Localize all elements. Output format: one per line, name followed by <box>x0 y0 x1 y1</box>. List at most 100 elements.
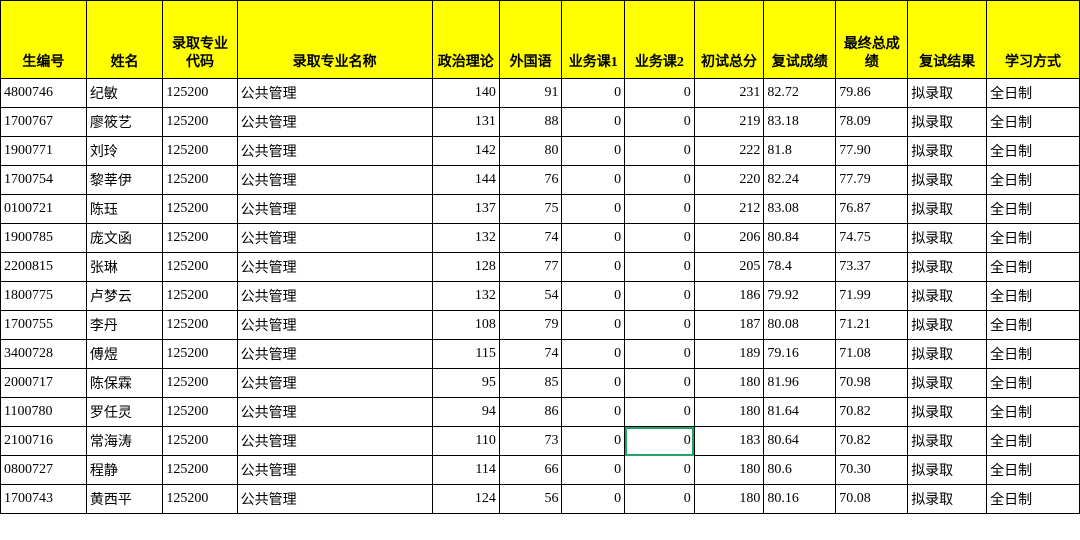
cell-major[interactable]: 公共管理 <box>237 166 432 195</box>
cell-b1[interactable]: 0 <box>562 369 625 398</box>
cell-b1[interactable]: 0 <box>562 398 625 427</box>
cell-init[interactable]: 231 <box>694 79 764 108</box>
cell-major[interactable]: 公共管理 <box>237 137 432 166</box>
cell-name[interactable]: 张琳 <box>86 253 163 282</box>
cell-b2[interactable]: 0 <box>625 166 695 195</box>
cell-init[interactable]: 219 <box>694 108 764 137</box>
cell-mode[interactable]: 全日制 <box>987 485 1080 514</box>
cell-b2[interactable]: 0 <box>625 456 695 485</box>
cell-b1[interactable]: 0 <box>562 485 625 514</box>
cell-ret[interactable]: 80.84 <box>764 224 836 253</box>
cell-final[interactable]: 77.79 <box>836 166 908 195</box>
cell-mode[interactable]: 全日制 <box>987 224 1080 253</box>
cell-b2[interactable]: 0 <box>625 340 695 369</box>
cell-b2[interactable]: 0 <box>625 108 695 137</box>
cell-id[interactable]: 1900771 <box>1 137 87 166</box>
cell-id[interactable]: 1700767 <box>1 108 87 137</box>
cell-major[interactable]: 公共管理 <box>237 253 432 282</box>
cell-major[interactable]: 公共管理 <box>237 108 432 137</box>
cell-for[interactable]: 86 <box>499 398 562 427</box>
cell-mode[interactable]: 全日制 <box>987 369 1080 398</box>
cell-final[interactable]: 70.98 <box>836 369 908 398</box>
cell-ret[interactable]: 79.16 <box>764 340 836 369</box>
cell-name[interactable]: 卢梦云 <box>86 282 163 311</box>
cell-result[interactable]: 拟录取 <box>908 253 987 282</box>
cell-result[interactable]: 拟录取 <box>908 340 987 369</box>
cell-id[interactable]: 1900785 <box>1 224 87 253</box>
cell-code[interactable]: 125200 <box>163 485 237 514</box>
cell-id[interactable]: 2100716 <box>1 427 87 456</box>
cell-id[interactable]: 1800775 <box>1 282 87 311</box>
cell-major[interactable]: 公共管理 <box>237 398 432 427</box>
cell-final[interactable]: 70.30 <box>836 456 908 485</box>
cell-ret[interactable]: 82.24 <box>764 166 836 195</box>
cell-b1[interactable]: 0 <box>562 340 625 369</box>
cell-mode[interactable]: 全日制 <box>987 79 1080 108</box>
cell-mode[interactable]: 全日制 <box>987 108 1080 137</box>
cell-ret[interactable]: 80.6 <box>764 456 836 485</box>
cell-id[interactable]: 2000717 <box>1 369 87 398</box>
cell-id[interactable]: 2200815 <box>1 253 87 282</box>
cell-b1[interactable]: 0 <box>562 427 625 456</box>
cell-name[interactable]: 常海涛 <box>86 427 163 456</box>
cell-major[interactable]: 公共管理 <box>237 485 432 514</box>
cell-b1[interactable]: 0 <box>562 79 625 108</box>
cell-ret[interactable]: 78.4 <box>764 253 836 282</box>
cell-for[interactable]: 77 <box>499 253 562 282</box>
cell-id[interactable]: 4800746 <box>1 79 87 108</box>
cell-for[interactable]: 91 <box>499 79 562 108</box>
cell-for[interactable]: 85 <box>499 369 562 398</box>
cell-code[interactable]: 125200 <box>163 369 237 398</box>
cell-code[interactable]: 125200 <box>163 79 237 108</box>
cell-b2[interactable]: 0 <box>625 485 695 514</box>
cell-id[interactable]: 0800727 <box>1 456 87 485</box>
cell-b1[interactable]: 0 <box>562 224 625 253</box>
cell-major[interactable]: 公共管理 <box>237 79 432 108</box>
cell-result[interactable]: 拟录取 <box>908 456 987 485</box>
cell-name[interactable]: 黎莘伊 <box>86 166 163 195</box>
cell-ret[interactable]: 81.96 <box>764 369 836 398</box>
cell-b1[interactable]: 0 <box>562 282 625 311</box>
cell-id[interactable]: 3400728 <box>1 340 87 369</box>
cell-ret[interactable]: 81.8 <box>764 137 836 166</box>
cell-final[interactable]: 70.08 <box>836 485 908 514</box>
cell-mode[interactable]: 全日制 <box>987 282 1080 311</box>
cell-b2[interactable]: 0 <box>625 195 695 224</box>
cell-pol[interactable]: 140 <box>432 79 499 108</box>
cell-result[interactable]: 拟录取 <box>908 427 987 456</box>
cell-b2[interactable]: 0 <box>625 79 695 108</box>
cell-major[interactable]: 公共管理 <box>237 282 432 311</box>
cell-major[interactable]: 公共管理 <box>237 311 432 340</box>
cell-init[interactable]: 186 <box>694 282 764 311</box>
cell-init[interactable]: 206 <box>694 224 764 253</box>
cell-result[interactable]: 拟录取 <box>908 137 987 166</box>
cell-code[interactable]: 125200 <box>163 311 237 340</box>
cell-code[interactable]: 125200 <box>163 282 237 311</box>
cell-code[interactable]: 125200 <box>163 137 237 166</box>
cell-result[interactable]: 拟录取 <box>908 108 987 137</box>
cell-pol[interactable]: 142 <box>432 137 499 166</box>
cell-ret[interactable]: 79.92 <box>764 282 836 311</box>
cell-name[interactable]: 刘玲 <box>86 137 163 166</box>
cell-code[interactable]: 125200 <box>163 108 237 137</box>
cell-mode[interactable]: 全日制 <box>987 137 1080 166</box>
cell-for[interactable]: 88 <box>499 108 562 137</box>
cell-major[interactable]: 公共管理 <box>237 224 432 253</box>
cell-final[interactable]: 76.87 <box>836 195 908 224</box>
cell-pol[interactable]: 95 <box>432 369 499 398</box>
cell-name[interactable]: 程静 <box>86 456 163 485</box>
cell-pol[interactable]: 131 <box>432 108 499 137</box>
cell-name[interactable]: 黄西平 <box>86 485 163 514</box>
cell-name[interactable]: 傅煜 <box>86 340 163 369</box>
cell-b1[interactable]: 0 <box>562 137 625 166</box>
cell-for[interactable]: 74 <box>499 340 562 369</box>
cell-b1[interactable]: 0 <box>562 456 625 485</box>
cell-ret[interactable]: 82.72 <box>764 79 836 108</box>
cell-name[interactable]: 李丹 <box>86 311 163 340</box>
cell-b1[interactable]: 0 <box>562 108 625 137</box>
cell-ret[interactable]: 80.16 <box>764 485 836 514</box>
cell-final[interactable]: 78.09 <box>836 108 908 137</box>
cell-pol[interactable]: 144 <box>432 166 499 195</box>
cell-final[interactable]: 70.82 <box>836 398 908 427</box>
cell-for[interactable]: 56 <box>499 485 562 514</box>
